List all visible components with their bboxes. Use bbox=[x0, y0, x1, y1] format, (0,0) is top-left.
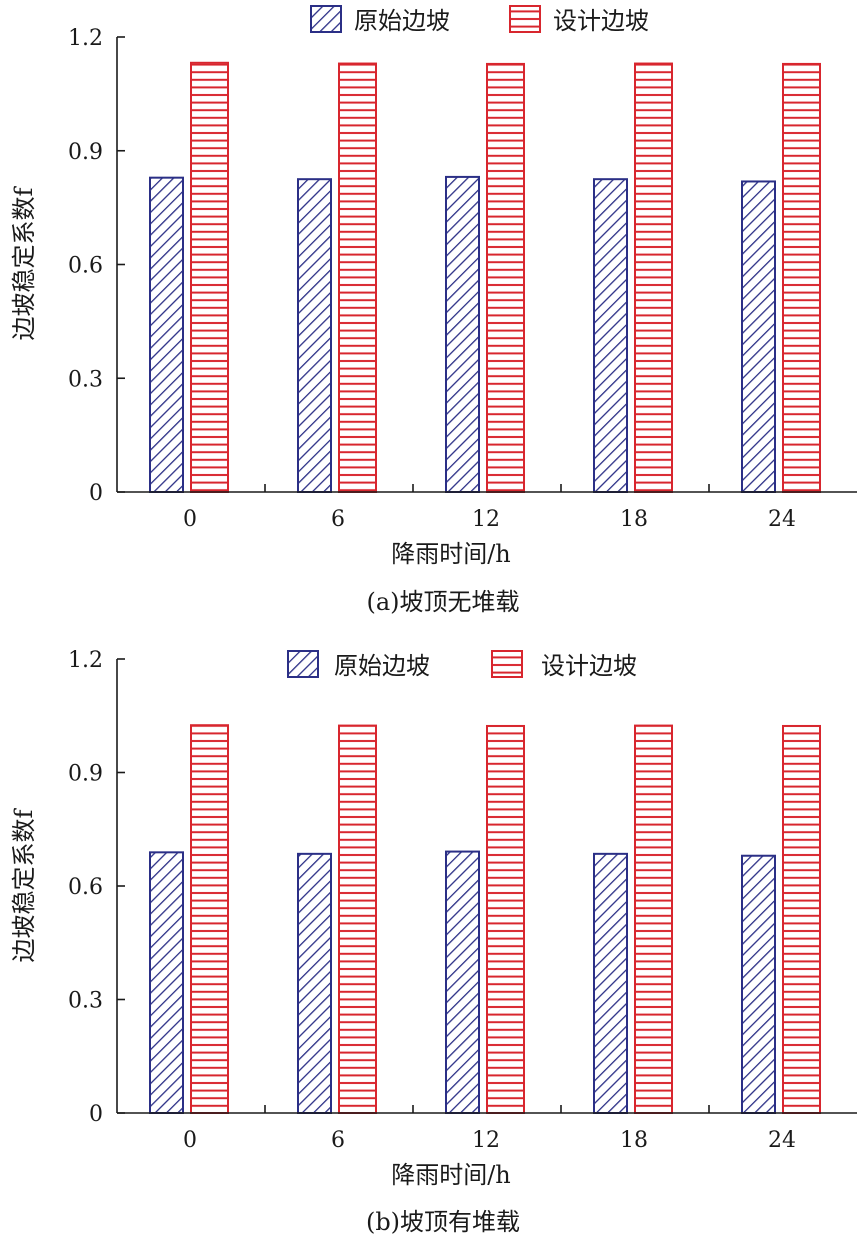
bar-design-0 bbox=[190, 724, 229, 1114]
bar-design-18 bbox=[634, 62, 673, 494]
x-tick-label: 18 bbox=[620, 1128, 648, 1153]
x-tick-label: 0 bbox=[183, 1128, 197, 1153]
legend-swatch-design bbox=[509, 5, 541, 33]
y-axis-group: 0 0.3 0.6 0.9 1.2 bbox=[68, 648, 125, 1127]
bar-original-12 bbox=[445, 850, 480, 1114]
y-tick-label: 1.2 bbox=[68, 26, 103, 51]
x-tick-label: 24 bbox=[768, 1128, 796, 1153]
y-tick-label: 0.9 bbox=[68, 762, 103, 787]
bar-design-24 bbox=[782, 62, 821, 493]
y-tick-label: 0 bbox=[89, 1102, 103, 1127]
y-tick-label: 0 bbox=[89, 481, 103, 506]
bar-original-18 bbox=[593, 852, 628, 1114]
chart-caption: (a)坡顶无堆载 bbox=[366, 588, 519, 616]
legend-swatch-design bbox=[491, 650, 523, 678]
legend-label-original: 原始边坡 bbox=[334, 652, 430, 680]
chart-panel-b: 边坡稳定系数f 0 0.3 0.6 0.9 1.2 0 6 12 18 24 原始边坡 设计边坡… bbox=[10, 648, 857, 1236]
y-axis-group: 0 0.3 0.6 0.9 1.2 bbox=[68, 26, 125, 506]
bar-original-18 bbox=[593, 178, 628, 493]
y-tick-label: 0.9 bbox=[68, 140, 103, 165]
bars-group bbox=[149, 61, 821, 494]
bars-group bbox=[149, 724, 821, 1115]
bar-original-12 bbox=[445, 175, 480, 493]
bar-original-6 bbox=[297, 178, 332, 493]
bar-original-24 bbox=[741, 854, 776, 1114]
legend-label-design: 设计边坡 bbox=[553, 7, 649, 35]
x-tick-label: 12 bbox=[472, 507, 500, 532]
x-axis-title: 降雨时间/h bbox=[391, 540, 511, 568]
x-axis-title: 降雨时间/h bbox=[391, 1161, 511, 1189]
y-tick-label: 0.6 bbox=[68, 875, 103, 900]
x-axis-group: 0 6 12 18 24 bbox=[117, 484, 857, 532]
y-tick-label: 0.3 bbox=[68, 989, 103, 1014]
x-axis-group: 0 6 12 18 24 bbox=[117, 1105, 857, 1153]
x-tick-label: 0 bbox=[183, 507, 197, 532]
bar-design-12 bbox=[486, 724, 525, 1115]
chart-caption: (b)坡顶有堆载 bbox=[366, 1208, 520, 1236]
legend-swatch-original bbox=[287, 650, 319, 678]
bar-design-6 bbox=[338, 62, 377, 494]
bar-design-18 bbox=[634, 724, 673, 1114]
y-tick-label: 0.3 bbox=[68, 367, 103, 392]
legend: 原始边坡 设计边坡 bbox=[310, 5, 649, 35]
legend: 原始边坡 设计边坡 bbox=[287, 650, 637, 680]
x-tick-label: 6 bbox=[331, 507, 345, 532]
y-tick-label: 0.6 bbox=[68, 254, 103, 279]
bar-design-24 bbox=[782, 724, 821, 1115]
x-tick-label: 18 bbox=[620, 507, 648, 532]
y-axis-title: 边坡稳定系数f bbox=[10, 807, 38, 962]
bar-design-0 bbox=[190, 61, 229, 494]
bar-design-6 bbox=[338, 724, 377, 1114]
bar-original-0 bbox=[149, 851, 184, 1114]
bar-original-0 bbox=[149, 176, 184, 493]
bar-original-6 bbox=[297, 852, 332, 1114]
y-tick-label: 1.2 bbox=[68, 648, 103, 673]
legend-label-original: 原始边坡 bbox=[354, 7, 450, 35]
x-tick-label: 24 bbox=[768, 507, 796, 532]
y-axis-title: 边坡稳定系数f bbox=[10, 185, 38, 340]
chart-panel-a: 边坡稳定系数f 0 0.3 0.6 0.9 1.2 0 6 12 18 24 原始边坡 设计边坡… bbox=[10, 5, 857, 616]
x-tick-label: 6 bbox=[331, 1128, 345, 1153]
bar-design-12 bbox=[486, 62, 525, 493]
legend-label-design: 设计边坡 bbox=[541, 652, 637, 680]
legend-swatch-original bbox=[310, 5, 342, 33]
x-tick-label: 12 bbox=[472, 1128, 500, 1153]
bar-original-24 bbox=[741, 180, 776, 493]
